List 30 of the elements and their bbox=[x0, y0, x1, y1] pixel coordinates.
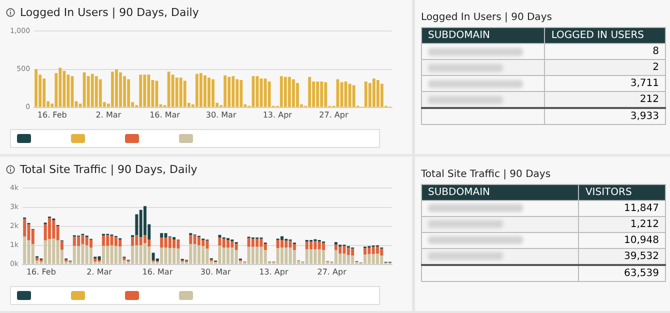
text: 10,948 bbox=[624, 234, 659, 246]
text: 212 bbox=[640, 94, 659, 105]
text: Logged In Users | 90 Days bbox=[421, 12, 552, 23]
x-tick-label: 16. Mar bbox=[150, 110, 181, 120]
text: SUBDOMAIN bbox=[422, 28, 545, 44]
text: LOGGED IN USERS bbox=[544, 28, 666, 44]
x-tick-label: 30. Mar bbox=[200, 266, 232, 276]
x-tick-label: 30. Mar bbox=[206, 110, 237, 120]
text: VISITORS bbox=[578, 184, 666, 200]
text: 11,847 bbox=[624, 202, 659, 214]
x-tick-label: 27. Apr bbox=[317, 266, 348, 276]
x-tick-label: 16. Feb bbox=[26, 266, 56, 276]
text: 8 bbox=[652, 46, 659, 57]
x-tick-label: 2. Mar bbox=[96, 110, 122, 120]
text: 2 bbox=[652, 62, 659, 73]
text: SUBDOMAIN bbox=[422, 184, 579, 200]
chart-title: Total Site Traffic | 90 Days, Daily bbox=[20, 162, 198, 176]
x-tick-label: 2. Mar bbox=[86, 266, 113, 276]
x-tick-label: 13. Apr bbox=[262, 110, 293, 120]
text: 39,532 bbox=[624, 250, 659, 262]
text: 63,539 bbox=[624, 268, 659, 278]
x-tick-label: 16. Feb bbox=[37, 110, 67, 120]
text: Total Site Traffic | 90 Days bbox=[421, 168, 551, 180]
x-tick-label: 16. Mar bbox=[142, 266, 174, 276]
x-tick-label: 27. Apr bbox=[319, 110, 349, 120]
text: 1,212 bbox=[630, 218, 659, 230]
chart-title: Logged In Users | 90 Days, Daily bbox=[20, 6, 199, 19]
x-tick-label: 13. Apr bbox=[259, 266, 289, 276]
text: 3,711 bbox=[630, 78, 659, 89]
text: 3,933 bbox=[630, 111, 659, 122]
